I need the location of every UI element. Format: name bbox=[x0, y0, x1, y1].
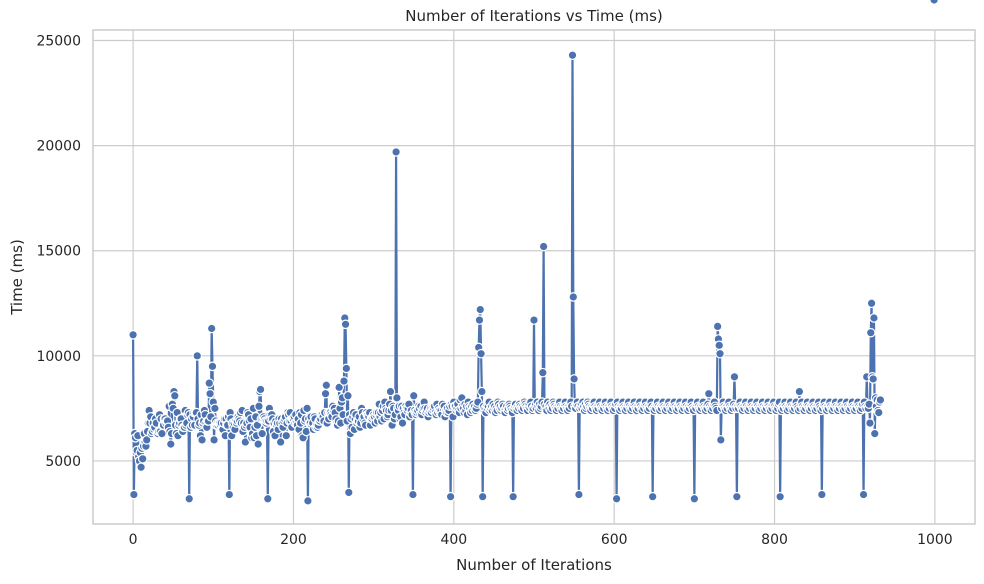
data-point bbox=[207, 361, 218, 372]
data-point bbox=[334, 382, 344, 393]
data-point bbox=[192, 351, 203, 361]
data-point bbox=[275, 437, 286, 447]
grid-lines bbox=[93, 30, 975, 524]
data-point bbox=[445, 491, 456, 502]
data-point bbox=[714, 340, 725, 351]
data-point bbox=[262, 493, 273, 504]
data-point bbox=[303, 496, 313, 506]
data-point bbox=[689, 493, 700, 504]
data-point bbox=[929, 0, 939, 5]
data-point bbox=[477, 491, 488, 502]
data-point bbox=[254, 401, 264, 412]
data-point bbox=[385, 386, 396, 397]
data-point bbox=[210, 403, 220, 414]
data-point bbox=[137, 454, 148, 464]
data-point bbox=[817, 489, 827, 500]
data-point bbox=[732, 491, 742, 502]
data-point bbox=[408, 390, 419, 401]
data-point bbox=[184, 493, 195, 504]
data-point bbox=[574, 489, 584, 500]
y-tick-label: 25000 bbox=[36, 34, 81, 50]
data-point bbox=[712, 321, 723, 332]
data-point bbox=[703, 388, 714, 399]
data-point bbox=[476, 348, 486, 359]
x-tick-label: 600 bbox=[601, 532, 628, 548]
data-point bbox=[475, 304, 486, 315]
data-point bbox=[477, 386, 487, 397]
data-point bbox=[611, 493, 622, 504]
data-point bbox=[391, 147, 401, 157]
x-tick-label: 0 bbox=[129, 532, 138, 548]
data-point bbox=[392, 393, 402, 403]
data-point bbox=[340, 319, 351, 330]
data-point bbox=[865, 327, 876, 338]
x-tick-label: 800 bbox=[761, 532, 788, 548]
data-point bbox=[128, 330, 138, 340]
data-point bbox=[129, 489, 139, 500]
data-point bbox=[169, 390, 180, 401]
data-point bbox=[858, 489, 869, 500]
data-point bbox=[865, 418, 875, 428]
x-tick-label: 1000 bbox=[917, 532, 953, 548]
data-point bbox=[197, 435, 207, 445]
chart-title: Number of Iterations vs Time (ms) bbox=[405, 7, 663, 25]
data-point bbox=[255, 384, 266, 395]
data-point bbox=[257, 428, 267, 439]
data-point bbox=[875, 395, 886, 405]
plot-frame bbox=[92, 29, 976, 525]
data-point bbox=[538, 241, 549, 252]
data-point bbox=[408, 489, 418, 500]
data-point bbox=[569, 374, 579, 384]
data-point bbox=[715, 348, 725, 359]
data-point bbox=[136, 462, 146, 473]
data-point bbox=[529, 315, 539, 325]
x-tick-labels: 0 200 400 600 800 1000 bbox=[129, 532, 953, 548]
data-point bbox=[794, 386, 805, 397]
y-tick-label: 15000 bbox=[36, 244, 81, 260]
data-point bbox=[716, 435, 726, 445]
y-tick-labels: 5000 10000 15000 20000 25000 bbox=[36, 34, 81, 470]
data-point bbox=[339, 376, 349, 386]
data-point bbox=[253, 439, 263, 449]
data-point bbox=[321, 380, 332, 391]
data-point bbox=[341, 363, 352, 374]
data-point bbox=[343, 487, 354, 498]
y-tick-label: 10000 bbox=[36, 349, 81, 365]
data-point bbox=[647, 491, 658, 502]
data-point bbox=[165, 439, 176, 449]
y-axis-label: Time (ms) bbox=[8, 239, 26, 316]
data-point bbox=[157, 428, 167, 439]
data-points bbox=[128, 0, 939, 506]
x-axis-label: Number of Iterations bbox=[456, 556, 612, 574]
data-point bbox=[281, 430, 292, 441]
x-tick-label: 400 bbox=[440, 532, 467, 548]
data-point bbox=[205, 388, 215, 399]
data-point bbox=[538, 367, 548, 378]
data-point bbox=[775, 491, 785, 502]
data-point bbox=[568, 292, 579, 302]
data-point bbox=[869, 313, 879, 323]
data-point bbox=[873, 407, 884, 418]
data-point bbox=[206, 323, 217, 334]
data-point bbox=[729, 372, 740, 382]
y-tick-label: 20000 bbox=[36, 139, 81, 155]
data-point bbox=[397, 418, 408, 428]
data-point bbox=[868, 374, 878, 384]
data-point bbox=[302, 403, 312, 414]
data-point bbox=[343, 390, 353, 401]
x-tick-label: 200 bbox=[280, 532, 307, 548]
data-point bbox=[508, 491, 518, 502]
data-point bbox=[320, 388, 331, 399]
data-point bbox=[224, 489, 235, 500]
y-tick-label: 5000 bbox=[45, 454, 81, 470]
data-point bbox=[567, 50, 578, 61]
data-point bbox=[204, 378, 215, 388]
data-point bbox=[866, 298, 877, 309]
data-point bbox=[474, 315, 485, 325]
data-point bbox=[869, 428, 880, 439]
data-point bbox=[209, 435, 219, 445]
